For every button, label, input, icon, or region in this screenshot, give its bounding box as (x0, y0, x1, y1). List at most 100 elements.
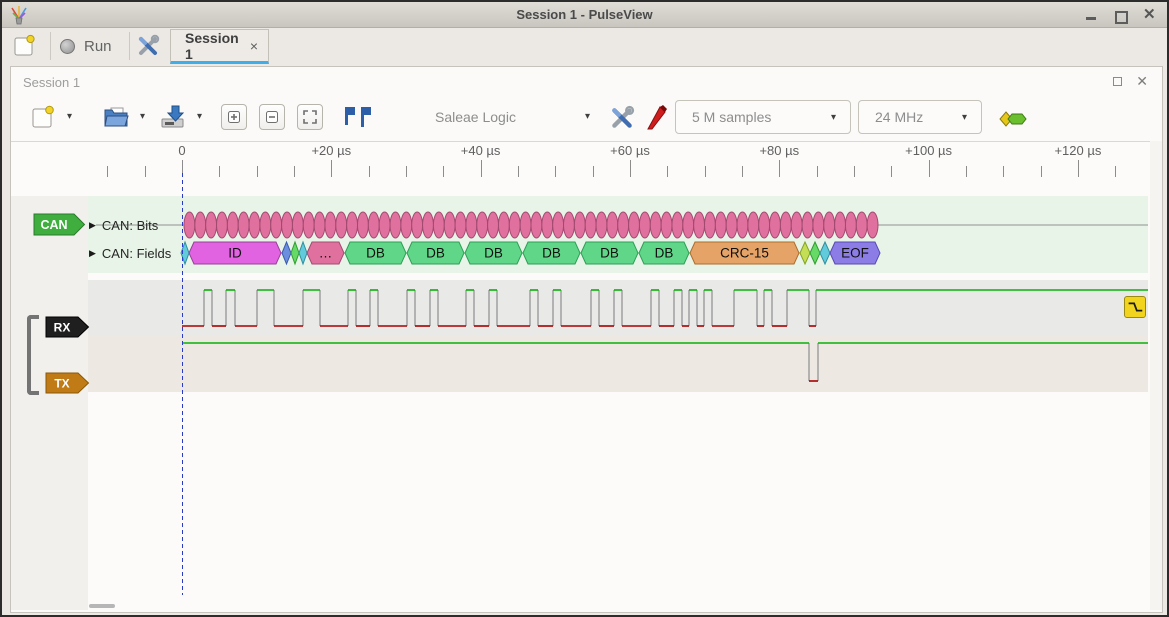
chevron-down-icon[interactable]: ▾ (67, 111, 73, 122)
zoom-in-button[interactable] (221, 104, 247, 130)
ruler-tick (667, 166, 669, 177)
trace-label-pane (11, 196, 88, 610)
sample-count-select[interactable]: 5 M samples ▾ (675, 100, 851, 134)
expander-icon[interactable]: ▶ (89, 248, 96, 258)
vertical-scrollbar[interactable] (1150, 141, 1162, 610)
channels-button[interactable] (645, 105, 669, 136)
field-annotation-label: DB (655, 246, 674, 261)
chevron-down-icon: ▾ (961, 111, 967, 123)
decoder-row-bits[interactable]: ▶ CAN: Bits (89, 217, 158, 233)
chevron-down-icon[interactable]: ▾ (585, 111, 591, 122)
decoder-tag-can[interactable]: CAN (33, 213, 86, 236)
ruler-tick (331, 160, 333, 177)
bit-annotation (519, 211, 532, 239)
dock-title: Session 1 (23, 75, 81, 90)
bit-annotation (855, 211, 868, 239)
tab-session-1[interactable]: Session 1 × (170, 29, 269, 64)
field-annotation (290, 240, 300, 266)
zoom-out-button[interactable] (259, 104, 285, 130)
bit-annotation (357, 211, 369, 239)
expander-icon[interactable]: ▶ (89, 220, 96, 230)
ruler-tick-label: +100 µs (905, 143, 953, 158)
minimize-icon[interactable] (1085, 9, 1097, 21)
bit-annotation (281, 211, 293, 239)
ruler-tick (107, 166, 109, 177)
field-annotation-label: CRC-15 (720, 246, 769, 261)
bit-annotation (714, 211, 727, 239)
field-annotation (580, 241, 639, 265)
window-title: Session 1 - PulseView (516, 7, 653, 22)
field-annotation-label: DB (542, 246, 561, 261)
channel-tag-tx[interactable]: TX (45, 372, 90, 394)
decoder-row-fields[interactable]: ▶ CAN: Fields (89, 245, 171, 261)
zoom-fit-button[interactable] (297, 104, 323, 130)
device-select[interactable]: Saleae Logic (435, 109, 516, 125)
field-annotation (344, 241, 407, 265)
bit-annotation (573, 211, 586, 239)
bit-annotation (736, 211, 749, 239)
bit-annotation (584, 211, 597, 239)
svg-text:CAN: CAN (40, 218, 67, 232)
open-button[interactable] (103, 106, 129, 133)
bit-annotation (248, 211, 261, 239)
settings-button[interactable] (136, 34, 160, 63)
bit-annotation (660, 211, 673, 239)
channel-group-bracket (27, 315, 39, 395)
trigger-markers-icon (345, 107, 371, 127)
bit-annotation (400, 211, 413, 239)
field-annotation-label: DB (366, 246, 385, 261)
channel-tag-rx[interactable]: RX (45, 316, 90, 338)
tx-row-background[interactable] (88, 336, 1148, 392)
bit-annotation (508, 211, 521, 239)
ruler-tick-label: +80 µs (759, 143, 800, 158)
bit-annotation (324, 211, 337, 239)
save-button[interactable] (160, 105, 186, 134)
bit-annotation (487, 211, 499, 239)
field-annotation-label: … (319, 246, 333, 261)
time-ruler[interactable]: 0 +20 µs +40 µs +60 µs +80 µs +100 µs +120 µs (11, 141, 1162, 196)
horizontal-scrollbar-thumb[interactable] (89, 604, 115, 608)
chevron-down-icon[interactable]: ▾ (140, 111, 146, 122)
trigger-markers-button[interactable] (343, 105, 375, 134)
ruler-tick (219, 166, 221, 177)
tab-close-icon[interactable]: × (249, 37, 258, 54)
ruler-tick (965, 166, 967, 177)
dock-float-icon[interactable] (1113, 77, 1122, 86)
add-decoder-button[interactable] (999, 110, 1031, 133)
falling-edge-trigger-icon[interactable] (1124, 296, 1146, 318)
bit-annotation (866, 211, 879, 239)
maximize-icon[interactable] (1114, 9, 1128, 24)
new-file-button[interactable] (31, 105, 55, 134)
bit-annotation (237, 211, 250, 239)
bit-annotation (552, 211, 565, 239)
bit-annotation (367, 211, 380, 239)
run-button[interactable]: Run (60, 32, 124, 60)
ruler-tick-label: +20 µs (311, 143, 352, 158)
time-cursor[interactable] (182, 173, 183, 595)
close-icon[interactable]: ✕ (1143, 6, 1156, 23)
new-session-button[interactable] (12, 34, 36, 63)
bit-annotation (443, 211, 456, 239)
bit-annotation (476, 211, 489, 239)
dock-close-icon[interactable]: ✕ (1136, 73, 1148, 89)
ruler-tick (1077, 160, 1079, 177)
sample-rate-select[interactable]: 24 MHz ▾ (858, 100, 982, 134)
bit-annotation (779, 211, 792, 239)
field-annotation-label: ID (228, 246, 242, 261)
chevron-down-icon[interactable]: ▾ (197, 111, 203, 122)
toolbar-separator (50, 32, 51, 60)
rx-waveform (182, 289, 1148, 327)
bit-annotation (834, 211, 846, 239)
bit-annotation (216, 211, 228, 239)
save-icon (161, 105, 185, 128)
titlebar[interactable]: Session 1 - PulseView ✕ (2, 2, 1167, 28)
device-config-button[interactable] (609, 105, 635, 136)
ruler-tick (294, 166, 295, 177)
toolbar-separator (129, 32, 130, 60)
field-annotation (188, 241, 282, 265)
bit-annotation (638, 211, 651, 239)
ruler-tick-label: +40 µs (460, 143, 501, 158)
bit-annotation (389, 211, 402, 239)
bit-annotation (769, 211, 781, 239)
bit-annotation (497, 211, 510, 239)
